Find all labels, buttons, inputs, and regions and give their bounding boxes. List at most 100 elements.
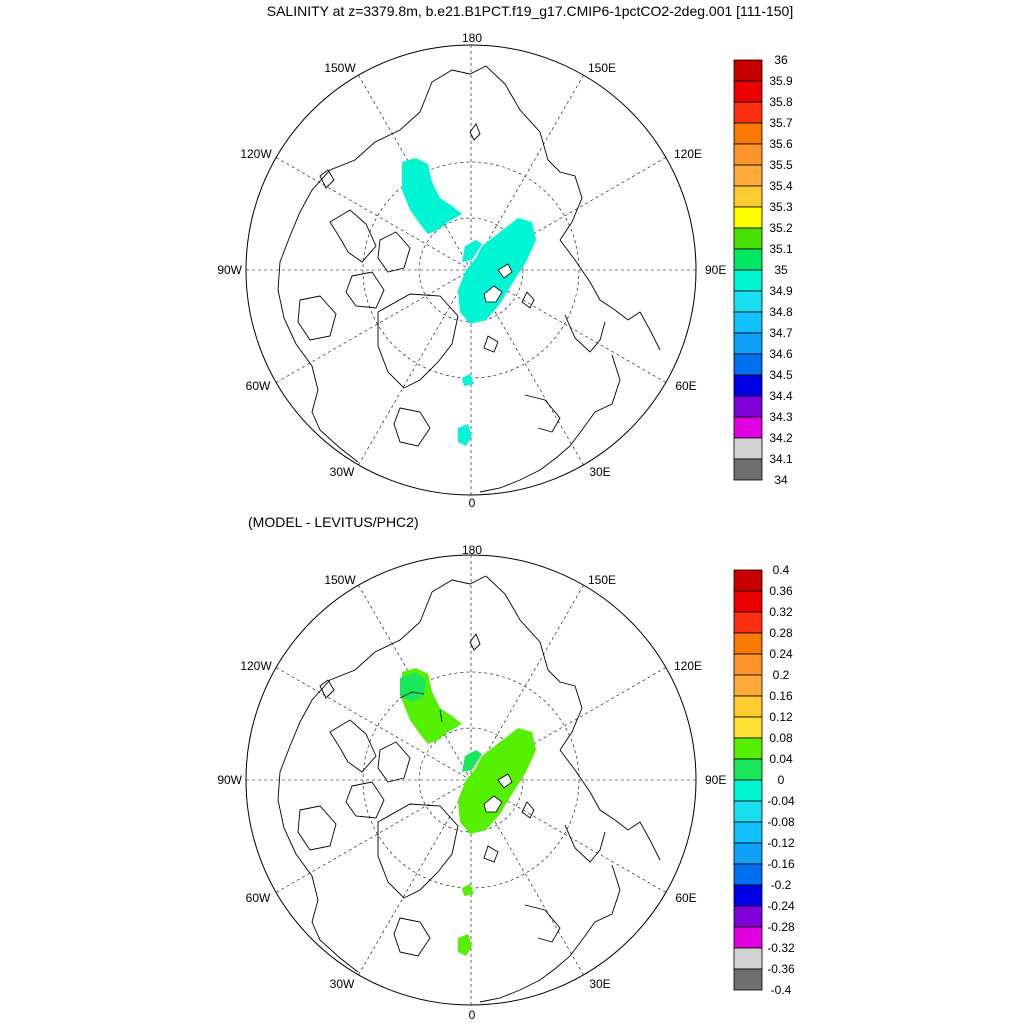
meridian-line: [470, 584, 584, 781]
colorbar-label: 0.24: [769, 647, 793, 661]
colorbar-label: 35.5: [769, 158, 793, 172]
colorbar-swatch: [733, 185, 763, 208]
zero-contour: [399, 691, 443, 723]
colorbar-label: 35: [774, 263, 788, 277]
label-lon-0: 0: [469, 496, 476, 510]
meridian-line: [358, 74, 472, 271]
colorbar-swatch: [733, 842, 763, 865]
colorbar-label: -0.32: [767, 941, 795, 955]
colorbar-swatch: [733, 695, 763, 718]
colorbar-swatch: [733, 143, 763, 166]
meridian-line: [358, 779, 472, 976]
colorbar-label: -0.08: [767, 815, 795, 829]
label-lon-60e: 60E: [675, 379, 696, 393]
colorbar-swatch: [733, 737, 763, 760]
meridian-line: [470, 74, 584, 271]
label-lon-120w: 120W: [240, 147, 272, 161]
pole-ring: [418, 727, 524, 833]
colorbar-label: 35.8: [769, 95, 793, 109]
pole-ring: [418, 217, 524, 323]
difference-panel-title: (MODEL - LEVITUS/PHC2): [248, 514, 419, 530]
label-lon-0: 0: [469, 1008, 476, 1022]
colorbar-label: -0.36: [767, 962, 795, 976]
colorbar-label: 34.5: [769, 368, 793, 382]
colorbar-swatch: [733, 716, 763, 739]
label-lon-150w: 150W: [324, 61, 356, 75]
colorbar-swatch: [733, 758, 763, 781]
salinity-map-panel: 180 0 90W 90E 150W 120W 150E 120E 60W 30…: [217, 31, 793, 510]
colorbar-swatch: [733, 674, 763, 697]
colorbar-swatch: [733, 290, 763, 313]
colorbar-swatch: [733, 80, 763, 103]
colorbar-label: 36: [774, 53, 788, 67]
land-outlines: [277, 65, 661, 493]
meridian-line: [275, 157, 472, 271]
meridian-line: [275, 269, 472, 383]
colorbar-label: -0.28: [767, 920, 795, 934]
label-lon-90w: 90W: [217, 773, 242, 787]
colorbar-swatch: [733, 884, 763, 907]
colorbar-swatch: [733, 416, 763, 439]
colorbar-swatch: [733, 332, 763, 355]
label-lon-60w: 60W: [246, 379, 271, 393]
colorbar-swatch: [733, 269, 763, 292]
colorbar-swatch: [733, 353, 763, 376]
colorbar-label: 35.2: [769, 221, 793, 235]
colorbar-swatch: [733, 395, 763, 418]
colorbar-label: -0.12: [767, 836, 795, 850]
colorbar-swatch: [733, 122, 763, 145]
colorbar-label: 34.9: [769, 284, 793, 298]
colorbar-swatch: [733, 569, 763, 592]
colorbar-label: 0.04: [769, 752, 793, 766]
field-holes: [483, 773, 513, 813]
label-lon-150e: 150E: [588, 61, 616, 75]
label-lon-90e: 90E: [705, 773, 726, 787]
colorbar-swatch: [733, 311, 763, 334]
colorbar-swatch: [733, 590, 763, 613]
colorbar-label: 35.7: [769, 116, 793, 130]
colorbar-label: 0.36: [769, 584, 793, 598]
colorbar-label: -0.16: [767, 857, 795, 871]
colorbar-label: 0.32: [769, 605, 793, 619]
colorbar-label: 34: [774, 473, 788, 487]
colorbar-label: -0.24: [767, 899, 795, 913]
label-lon-120e: 120E: [674, 659, 702, 673]
land-outlines: [277, 575, 661, 1003]
difference-colorbar: 0.4 0.36 0.32 0.28 0.24 0.2 0.16 0.12 0.08 0.04 0 -…: [733, 563, 795, 997]
colorbar-swatch: [733, 248, 763, 271]
colorbar-swatch: [733, 374, 763, 397]
colorbar-label: 34.4: [769, 389, 793, 403]
colorbar-label: 34.7: [769, 326, 793, 340]
colorbar-label: 0.08: [769, 731, 793, 745]
colorbar-swatch: [733, 779, 763, 802]
label-lon-90e: 90E: [705, 263, 726, 277]
difference-map-panel: 180 0 90W 90E 150W 120W 150E 120E 60W 30…: [217, 543, 795, 1022]
colorbar-label: 0: [778, 773, 785, 787]
label-lon-150e: 150E: [588, 573, 616, 587]
label-lon-30e: 30E: [589, 465, 610, 479]
colorbar-label: 34.6: [769, 347, 793, 361]
longitude-labels: 180 0 90W 90E 150W 120W 150E 120E 60W 30…: [217, 543, 726, 1022]
colorbar-label: 0.16: [769, 689, 793, 703]
salinity-field: [402, 158, 536, 446]
colorbar-label: 34.3: [769, 410, 793, 424]
colorbar-label: 35.4: [769, 179, 793, 193]
meridian-line: [358, 584, 472, 781]
label-lon-180: 180: [462, 543, 482, 557]
meridian-line: [358, 269, 472, 466]
label-lon-30e: 30E: [589, 977, 610, 991]
page-title: SALINITY at z=3379.8m, b.e21.B1PCT.f19_g…: [266, 3, 794, 19]
label-lon-120w: 120W: [240, 659, 272, 673]
salinity-colorbar: 36 35.9 35.8 35.7 35.6 35.5 35.4 35.3 35.2 35.1 35…: [733, 53, 793, 487]
colorbar-label: -0.4: [771, 983, 792, 997]
colorbar-label: 35.1: [769, 242, 793, 256]
colorbar-label: 34.1: [769, 452, 793, 466]
longitude-labels: 180 0 90W 90E 150W 120W 150E 120E 60W 30…: [217, 31, 726, 510]
colorbar-swatch: [733, 947, 763, 970]
colorbar-swatch: [733, 632, 763, 655]
colorbar-label: 0.4: [773, 563, 790, 577]
label-lon-150w: 150W: [324, 573, 356, 587]
colorbar-swatch: [733, 437, 763, 460]
label-lon-180: 180: [462, 31, 482, 45]
colorbar-swatch: [733, 59, 763, 82]
